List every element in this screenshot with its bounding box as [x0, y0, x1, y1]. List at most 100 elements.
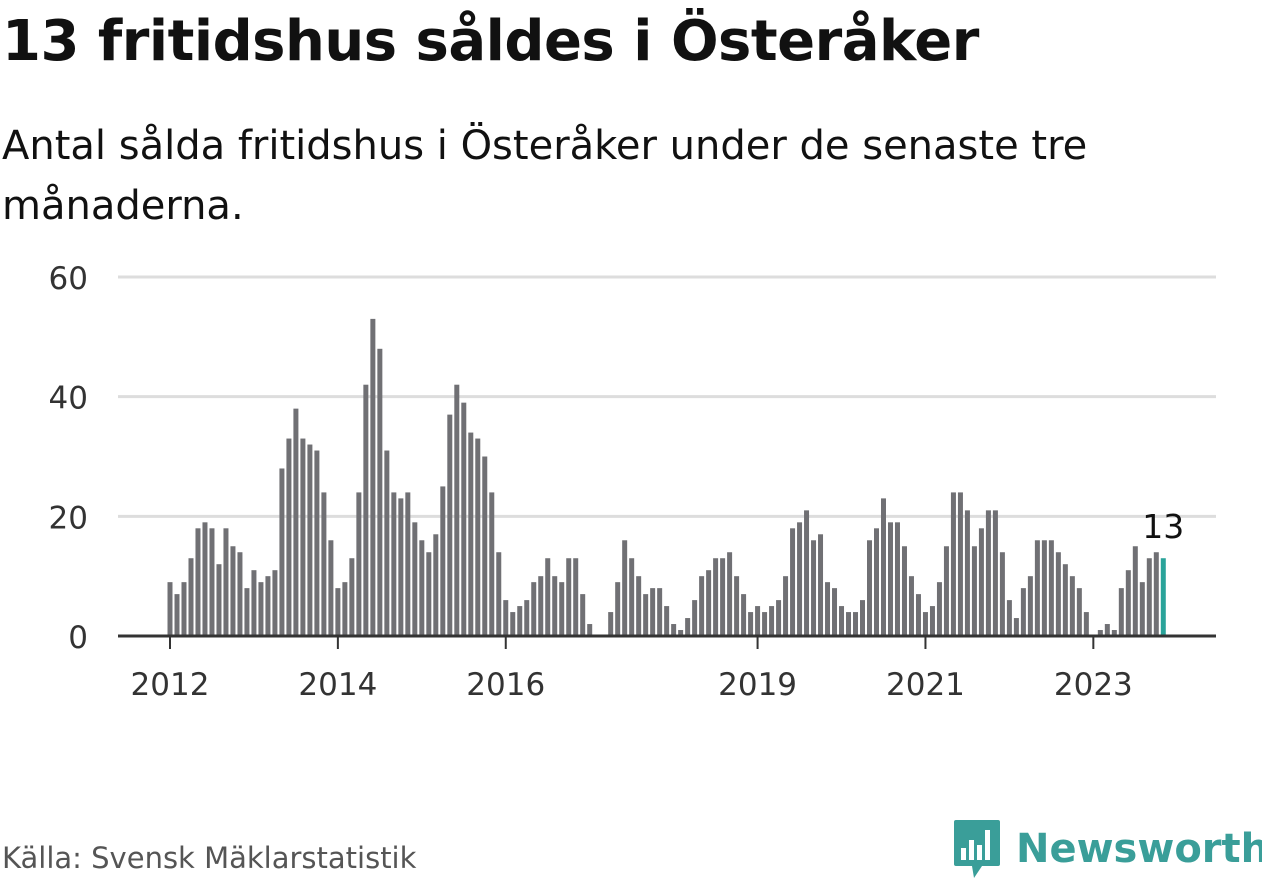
bar: [992, 510, 998, 636]
bar: [1062, 564, 1068, 636]
bar: [762, 612, 768, 636]
bar: [321, 492, 327, 636]
bar: [447, 414, 453, 636]
bar: [908, 576, 914, 636]
bar: [755, 606, 761, 636]
bar: [384, 450, 390, 636]
bar: [846, 612, 852, 636]
bar: [1097, 630, 1103, 636]
bar: [720, 558, 726, 636]
bar: [1048, 540, 1054, 636]
bar: [461, 402, 467, 636]
bar: [692, 600, 698, 636]
bar: [706, 570, 712, 636]
bar: [929, 606, 935, 636]
bar: [468, 432, 474, 636]
bars: [167, 318, 1166, 636]
bar: [538, 576, 544, 636]
bar: [475, 438, 481, 636]
bar: [880, 498, 886, 636]
bar: [713, 558, 719, 636]
bar: [230, 546, 236, 636]
bar: [1111, 630, 1117, 636]
x-tick-label: 2023: [1054, 667, 1133, 703]
bar-highlight: [1160, 558, 1166, 636]
bar: [818, 534, 824, 636]
bar: [748, 612, 754, 636]
bar: [874, 528, 879, 636]
bar: [643, 594, 649, 636]
bar: [195, 528, 201, 636]
bar: [1104, 624, 1110, 636]
bar: [608, 612, 614, 636]
bar: [545, 558, 551, 636]
bar: [510, 612, 516, 636]
bar: [559, 582, 565, 636]
bar: [503, 600, 509, 636]
bar: [1006, 600, 1012, 636]
bar: [174, 594, 180, 636]
bar: [1069, 576, 1075, 636]
bar: [531, 582, 537, 636]
bar: [1076, 588, 1082, 636]
bar: [790, 528, 796, 636]
bar: [671, 624, 677, 636]
bar: [349, 558, 355, 636]
bar: [950, 492, 956, 636]
bar: [804, 510, 810, 636]
chart-subtitle: Antal sålda fritidshus i Österåker under…: [2, 123, 1088, 229]
bar: [573, 558, 579, 636]
bar: [398, 498, 404, 636]
y-axis-ticks: 0 20 40 60: [49, 261, 88, 656]
bar: [867, 540, 872, 636]
x-tick-label: 2019: [718, 667, 797, 703]
x-tick-label: 2012: [131, 667, 210, 703]
bar: [887, 522, 893, 636]
bar: [356, 492, 362, 636]
bar: [202, 522, 208, 636]
bar: [999, 552, 1005, 636]
bar: [293, 408, 299, 636]
bar: [454, 384, 460, 636]
bar: [377, 348, 383, 636]
bar: [258, 582, 264, 636]
bar: [922, 612, 928, 636]
bar: [936, 582, 942, 636]
bar: [1013, 618, 1019, 636]
chart-title: 13 fritidshus såldes i Österåker: [2, 9, 979, 74]
bar: [839, 606, 845, 636]
bar: [734, 576, 740, 636]
bar: [1034, 540, 1040, 636]
bar: [832, 588, 838, 636]
bar: [825, 582, 831, 636]
bar: [957, 492, 963, 636]
bar: [664, 606, 670, 636]
bar: [741, 594, 747, 636]
bar: [244, 588, 250, 636]
bar: [188, 558, 194, 636]
bar: [307, 444, 313, 636]
bar: [426, 552, 432, 636]
bar: [1139, 582, 1145, 636]
bar: [853, 612, 859, 636]
bar: [587, 624, 593, 636]
newsworthy-logo-icon: [954, 820, 1000, 878]
bar: [727, 552, 733, 636]
bar: [1118, 588, 1124, 636]
bar: [300, 438, 306, 636]
bar: [1041, 540, 1047, 636]
bar: [776, 600, 782, 636]
bar: [580, 594, 586, 636]
bar: [405, 492, 411, 636]
bar: [335, 588, 341, 636]
bar: [978, 528, 984, 636]
bar: [433, 534, 439, 636]
bar: [797, 522, 803, 636]
latest-value-label: 13: [1142, 507, 1184, 546]
x-tick-label: 2016: [466, 667, 545, 703]
bar: [971, 546, 977, 636]
bar: [496, 552, 502, 636]
bar: [1055, 552, 1061, 636]
bar: [517, 606, 523, 636]
